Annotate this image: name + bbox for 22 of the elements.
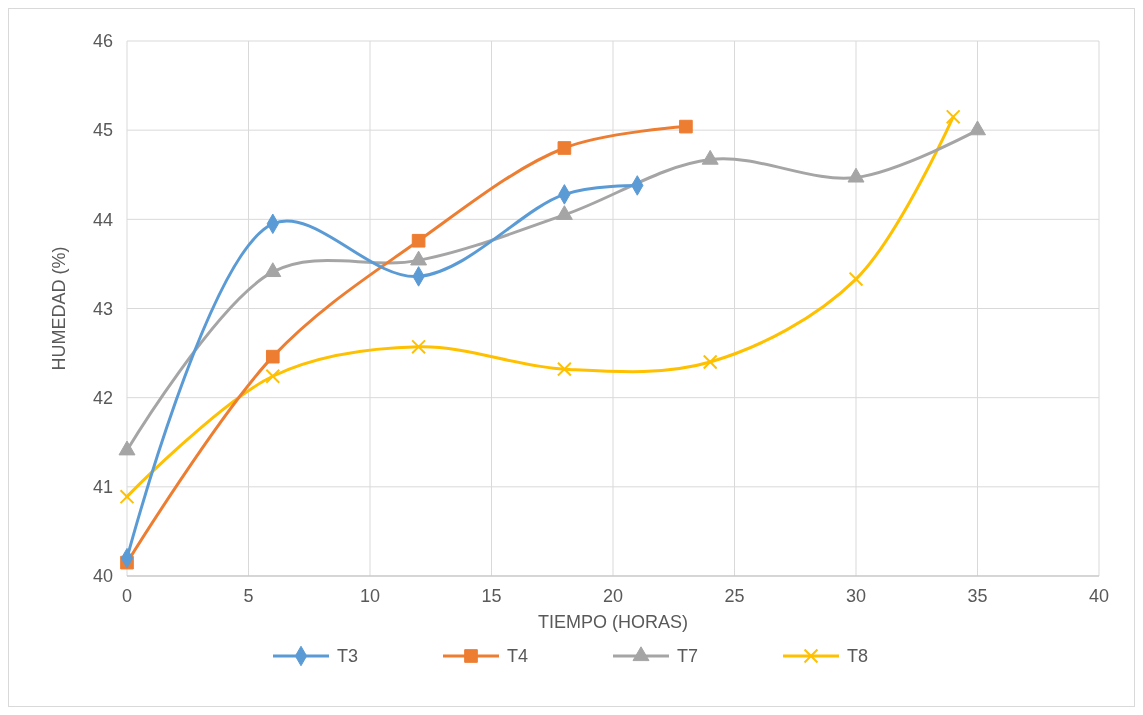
- y-tick-label: 40: [92, 566, 113, 587]
- x-tick-label: 10: [359, 586, 381, 606]
- x-tick-label: 35: [967, 586, 988, 606]
- x-tick-label: 40: [1088, 586, 1110, 606]
- legend-label: T4: [507, 646, 529, 667]
- x-tick-label: 20: [602, 586, 624, 606]
- x-tick-label: 25: [724, 586, 745, 606]
- x-tick-label: 30: [845, 586, 867, 606]
- y-tick-label: 45: [92, 120, 113, 141]
- x-axis-title: TIEMPO (HORAS): [537, 612, 689, 632]
- legend-label: T8: [847, 646, 869, 667]
- legend-label: T7: [677, 646, 699, 667]
- y-tick-label: 43: [92, 298, 113, 319]
- y-tick-label: 42: [92, 387, 113, 408]
- y-tick-label: 46: [92, 31, 113, 52]
- y-tick-label: 44: [92, 209, 113, 230]
- x-tick-label: 15: [481, 586, 502, 606]
- x-tick-label: 5: [243, 586, 254, 606]
- legend-label: T3: [337, 646, 359, 667]
- y-tick-label: 41: [92, 477, 113, 498]
- y-axis-title: HUMEDAD (%): [49, 246, 69, 371]
- x-tick-label: 0: [121, 586, 133, 606]
